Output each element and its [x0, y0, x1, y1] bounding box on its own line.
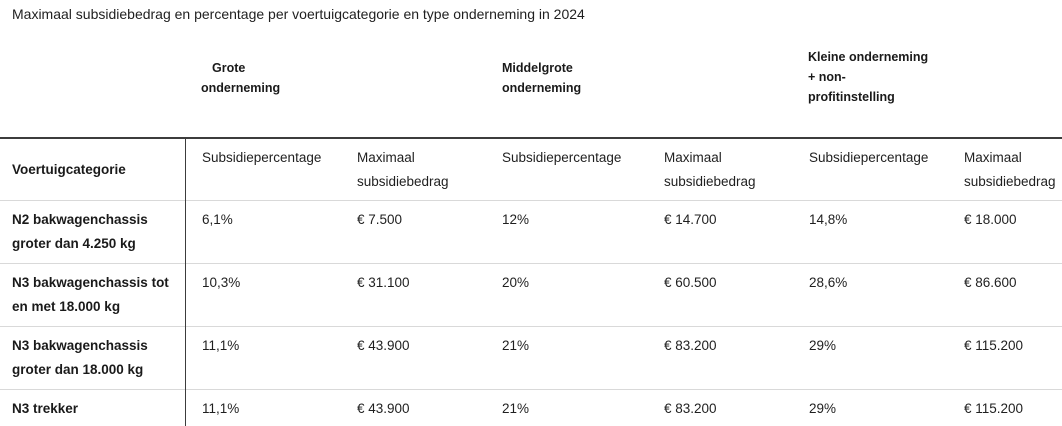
column-header-max: Maximaal subsidiebedrag	[964, 146, 1056, 194]
table-cell: € 83.200	[664, 401, 717, 416]
header-rule	[0, 137, 1062, 139]
table-cell: € 60.500	[664, 275, 717, 290]
table-cell: 11,1%	[202, 401, 240, 416]
column-header-line: subsidiebedrag	[964, 174, 1056, 189]
column-header-max: Maximaal subsidiebedrag	[357, 146, 449, 194]
row-label-line: en met 18.000 kg	[12, 299, 121, 314]
table-cell: 6,1%	[202, 212, 233, 227]
row-label-line: groter dan 4.250 kg	[12, 236, 136, 251]
table-cell: € 43.900	[357, 338, 410, 353]
row-label: N3 bakwagenchassis tot en met 18.000 kg	[12, 271, 169, 319]
table-cell: € 14.700	[664, 212, 717, 227]
column-header-pct: Subsidiepercentage	[809, 150, 929, 165]
group-header-medium: Middelgrote onderneming	[502, 58, 581, 98]
table-cell: 21%	[502, 338, 530, 353]
group-header-line: Kleine onderneming	[808, 50, 929, 64]
group-header-line: + non-	[808, 70, 846, 84]
table-cell: 29%	[809, 338, 837, 353]
row-divider	[0, 200, 1062, 201]
column-divider	[185, 137, 186, 426]
row-divider	[0, 389, 1062, 390]
group-header-line: Grote	[212, 61, 246, 75]
group-header-small: Kleine onderneming + non- profitinstelli…	[808, 47, 928, 107]
table-cell: 14,8%	[809, 212, 848, 227]
table-cell: € 43.900	[357, 401, 410, 416]
group-header-line: Middelgrote	[502, 61, 573, 75]
table-cell: € 86.600	[964, 275, 1017, 290]
table-cell: 12%	[502, 212, 530, 227]
row-label-line: N3 bakwagenchassis tot	[12, 275, 169, 290]
row-label-line: groter dan 18.000 kg	[12, 362, 144, 377]
table-cell: € 18.000	[964, 212, 1017, 227]
column-header-line: Maximaal	[964, 150, 1022, 165]
table-cell: 10,3%	[202, 275, 241, 290]
table-cell: € 115.200	[964, 401, 1024, 416]
column-header-pct: Subsidiepercentage	[202, 150, 322, 165]
table-cell: € 115.200	[964, 338, 1024, 353]
row-label: N3 bakwagenchassis groter dan 18.000 kg	[12, 334, 148, 382]
table-cell: € 31.100	[357, 275, 410, 290]
column-header-max: Maximaal subsidiebedrag	[664, 146, 756, 194]
row-divider	[0, 263, 1062, 264]
column-header-pct: Subsidiepercentage	[502, 150, 622, 165]
table-cell: 29%	[809, 401, 837, 416]
group-header-line: profitinstelling	[808, 90, 895, 104]
column-header-category: Voertuigcategorie	[12, 162, 126, 177]
column-header-line: Maximaal	[664, 150, 722, 165]
group-header-large: Grote onderneming	[201, 58, 280, 98]
table-cell: 21%	[502, 401, 530, 416]
column-header-line: Maximaal	[357, 150, 415, 165]
column-header-line: subsidiebedrag	[664, 174, 756, 189]
group-header-line: onderneming	[201, 81, 281, 95]
row-divider	[0, 326, 1062, 327]
row-label-line: N3 trekker	[12, 401, 79, 416]
row-label: N3 trekker	[12, 397, 78, 421]
table-cell: 28,6%	[809, 275, 848, 290]
table-cell: 11,1%	[202, 338, 240, 353]
table-cell: € 83.200	[664, 338, 717, 353]
group-header-line: onderneming	[502, 81, 582, 95]
row-label-line: N2 bakwagenchassis	[12, 212, 148, 227]
row-label: N2 bakwagenchassis groter dan 4.250 kg	[12, 208, 148, 256]
table-caption: Maximaal subsidiebedrag en percentage pe…	[12, 6, 585, 22]
table-cell: € 7.500	[357, 212, 403, 227]
row-label-line: N3 bakwagenchassis	[12, 338, 148, 353]
column-header-line: subsidiebedrag	[357, 174, 449, 189]
table-cell: 20%	[502, 275, 530, 290]
